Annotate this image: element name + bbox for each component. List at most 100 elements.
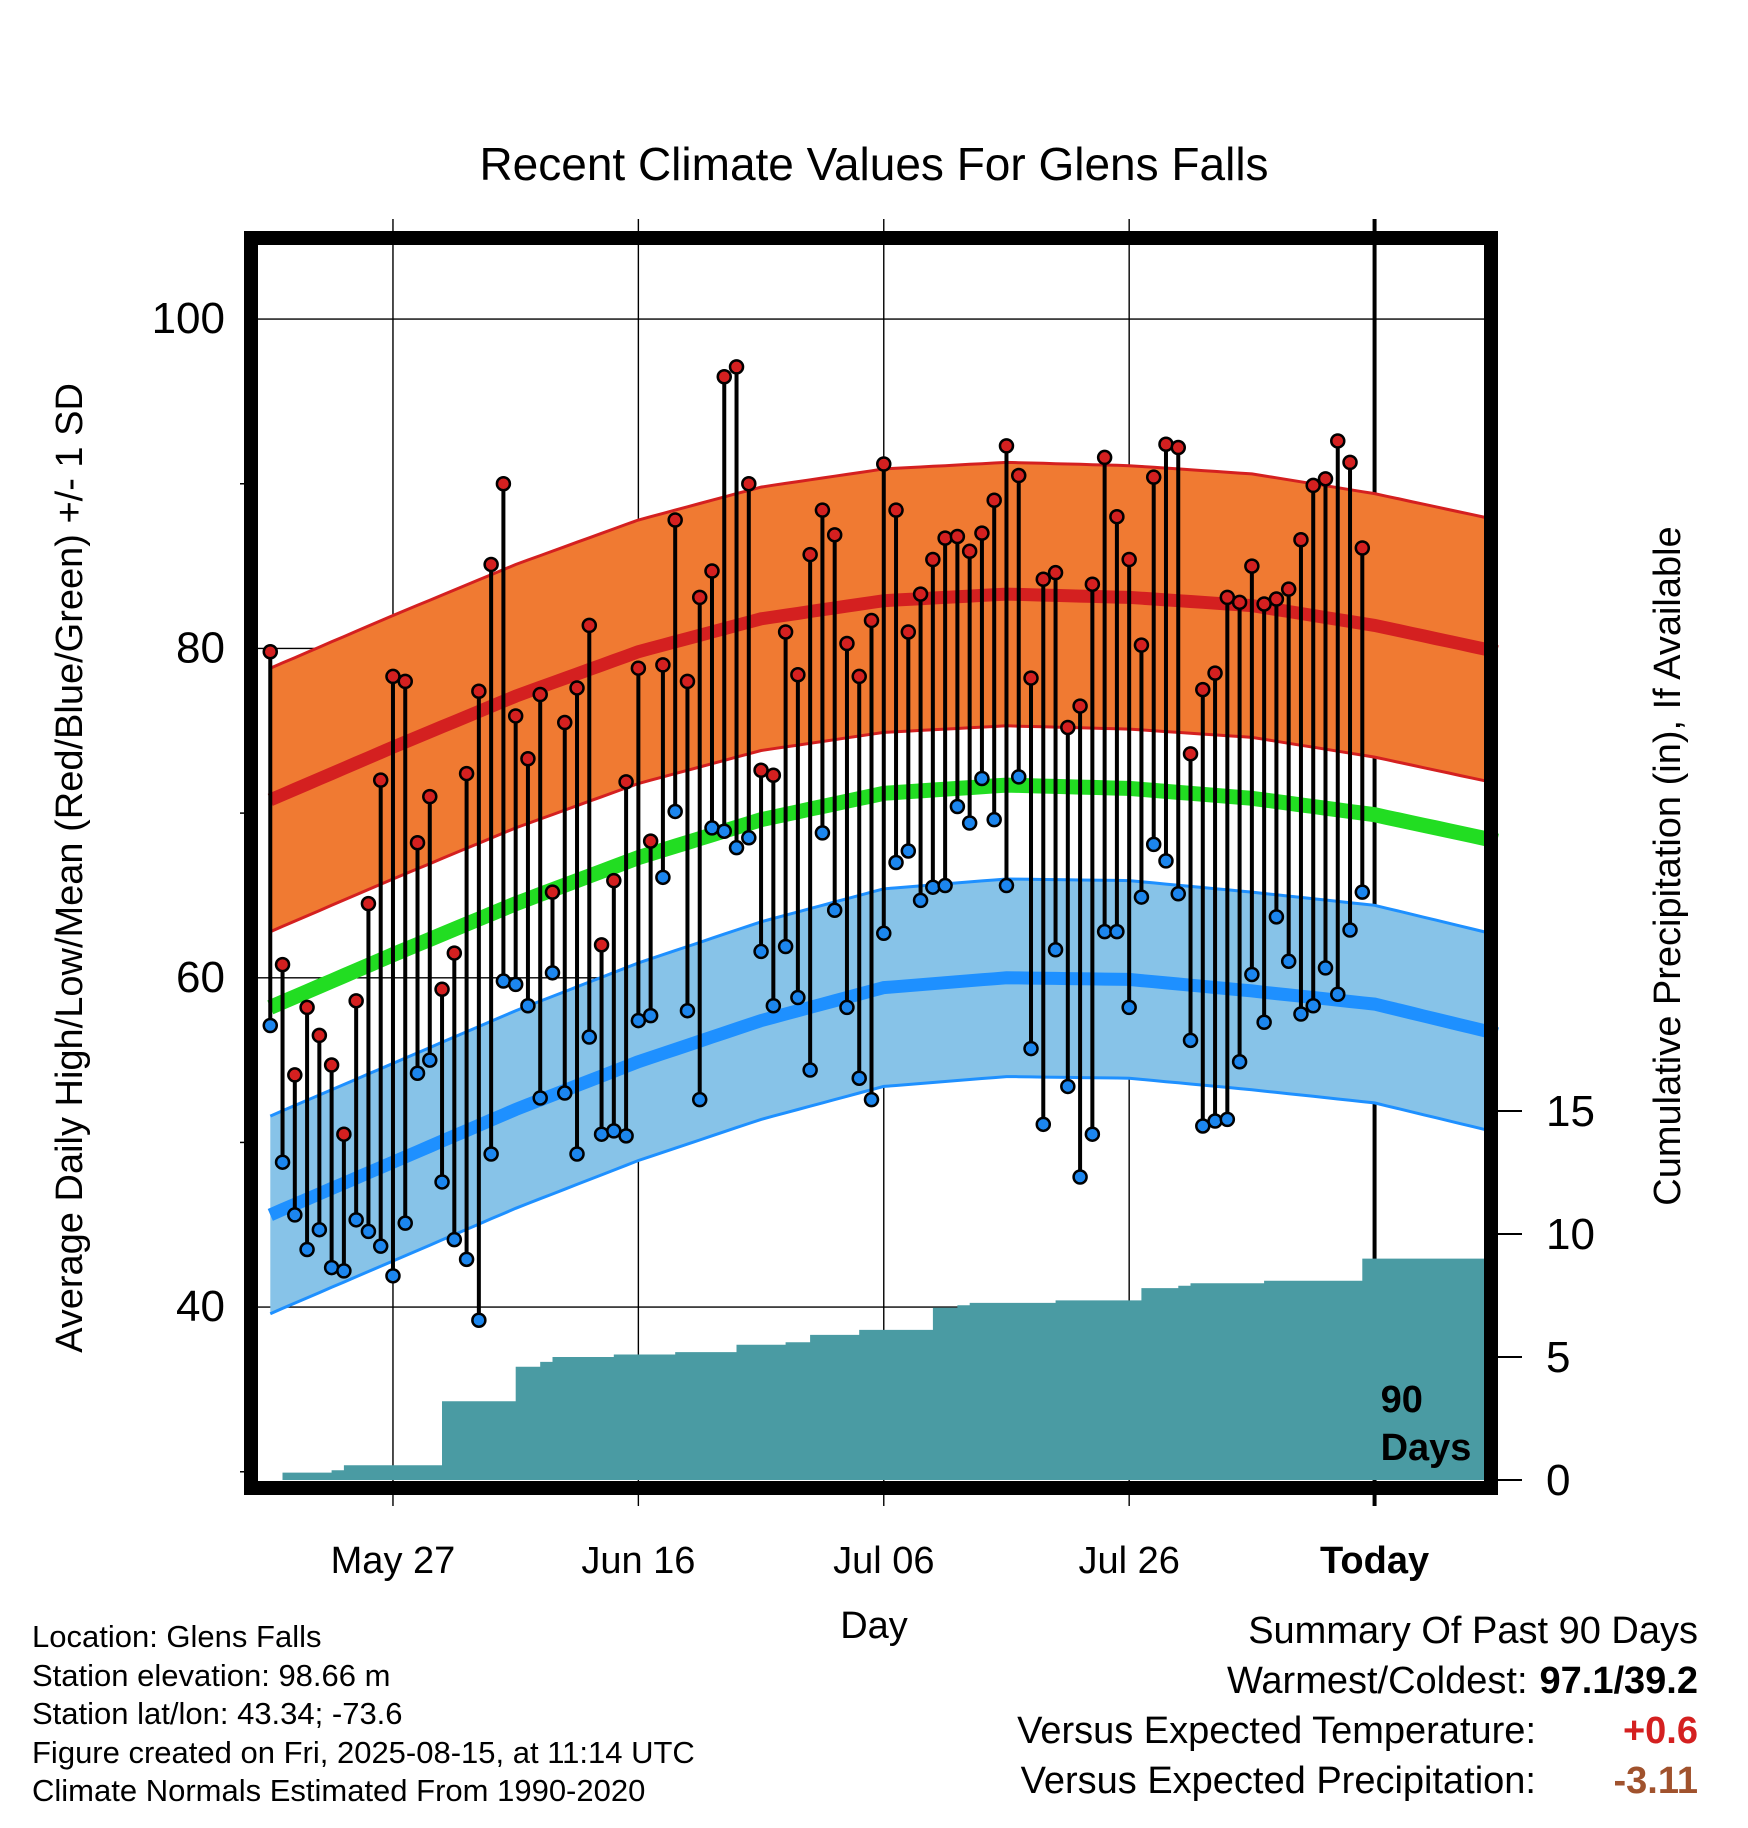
high-point xyxy=(876,456,892,472)
high-point xyxy=(1207,665,1223,681)
high-point xyxy=(1023,670,1039,686)
high-point xyxy=(360,895,377,912)
plot-border xyxy=(244,231,1498,1495)
high-point xyxy=(925,551,941,568)
high-point xyxy=(974,525,990,541)
high-point xyxy=(446,945,463,961)
high-point xyxy=(1268,591,1285,607)
high-point xyxy=(1096,449,1113,466)
chart-title: Recent Climate Values For Glens Falls xyxy=(479,138,1268,190)
low-point xyxy=(507,976,524,993)
low-point xyxy=(409,1065,426,1082)
high-point xyxy=(912,586,929,602)
high-point xyxy=(1047,564,1064,581)
low-point xyxy=(385,1268,401,1284)
low-point xyxy=(262,1017,279,1034)
low-point xyxy=(863,1091,880,1108)
high-point xyxy=(728,359,745,375)
high-point xyxy=(839,635,855,652)
low-point xyxy=(986,811,1002,828)
high-point xyxy=(495,476,512,492)
low-point xyxy=(348,1212,364,1228)
low-point xyxy=(925,879,941,895)
low-point xyxy=(937,877,953,894)
low-point xyxy=(1330,986,1346,1002)
high-point xyxy=(1182,746,1199,762)
high-point xyxy=(1293,532,1309,548)
high-point xyxy=(1354,540,1371,556)
high-point xyxy=(691,589,708,606)
high-point xyxy=(593,937,610,953)
high-point xyxy=(1035,571,1052,588)
low-point xyxy=(532,1090,548,1106)
low-point xyxy=(1231,1053,1248,1070)
high-point xyxy=(557,714,573,731)
high-point xyxy=(937,530,953,546)
low-point xyxy=(876,925,892,942)
high-point xyxy=(471,683,487,699)
high-point xyxy=(1170,439,1186,456)
high-point xyxy=(1330,433,1346,449)
low-point xyxy=(753,943,769,960)
low-point xyxy=(1072,1169,1088,1185)
low-point xyxy=(299,1241,315,1258)
plot-frame xyxy=(244,231,1498,1495)
low-point xyxy=(372,1238,389,1254)
low-point xyxy=(1170,886,1186,902)
low-point xyxy=(1121,999,1137,1016)
low-lower-edge xyxy=(269,1075,1498,1316)
normal-low-line xyxy=(267,971,1499,1221)
high-point xyxy=(704,563,720,579)
low-point xyxy=(1109,923,1125,940)
high-point xyxy=(299,999,315,1016)
high-point xyxy=(287,1067,303,1083)
low-point xyxy=(1317,960,1334,976)
elevation-text: Station elevation: 98.66 m xyxy=(32,1657,391,1693)
today-marker-label: 90 xyxy=(1381,1379,1423,1421)
y-right-tick-label: 15 xyxy=(1546,1087,1595,1136)
low-point xyxy=(1035,1116,1052,1133)
low-point xyxy=(1145,836,1162,853)
high-point xyxy=(483,556,499,573)
high-point xyxy=(814,502,831,518)
precip-value: -3.11 xyxy=(1613,1760,1698,1802)
high-point xyxy=(1121,551,1137,568)
low-point xyxy=(1280,953,1297,970)
summary-precip: Versus Expected Precipitation: -3.11 xyxy=(1017,1756,1698,1806)
high-point xyxy=(1231,594,1248,611)
high-point xyxy=(507,708,524,724)
low-point xyxy=(287,1207,303,1223)
x-tick-label: Jul 26 xyxy=(1078,1540,1179,1582)
high-point xyxy=(520,751,536,767)
x-tick-label: May 27 xyxy=(331,1540,456,1582)
low-point xyxy=(1219,1111,1236,1128)
x-axis-label: Day xyxy=(840,1605,908,1647)
daily-points xyxy=(262,359,1371,1329)
precip-area xyxy=(270,1258,1498,1480)
high-point xyxy=(716,368,733,385)
high-point xyxy=(667,512,683,528)
high-point xyxy=(888,502,904,518)
low-point xyxy=(1207,1113,1223,1129)
low-point xyxy=(471,1312,487,1329)
high-point xyxy=(1060,719,1076,736)
y-right-tick-label: 5 xyxy=(1546,1333,1570,1382)
grid-lines xyxy=(244,219,1485,1506)
high-point xyxy=(1317,471,1334,487)
precip-label: Versus Expected Precipitation: xyxy=(1020,1760,1536,1802)
high-point xyxy=(863,612,880,629)
high-point xyxy=(826,527,843,543)
low-point xyxy=(679,1002,696,1019)
y-right-tick-label: 10 xyxy=(1546,1210,1595,1259)
high-point xyxy=(372,772,389,788)
low-point xyxy=(557,1085,573,1101)
summary-panel: Summary Of Past 90 Days Warmest/Coldest:… xyxy=(1017,1606,1698,1806)
low-point xyxy=(520,998,536,1014)
high-point xyxy=(336,1126,352,1142)
low-point xyxy=(851,1070,867,1086)
high-point xyxy=(1158,436,1174,452)
low-point xyxy=(422,1052,438,1068)
low-point xyxy=(704,820,720,836)
high-point xyxy=(741,476,757,492)
